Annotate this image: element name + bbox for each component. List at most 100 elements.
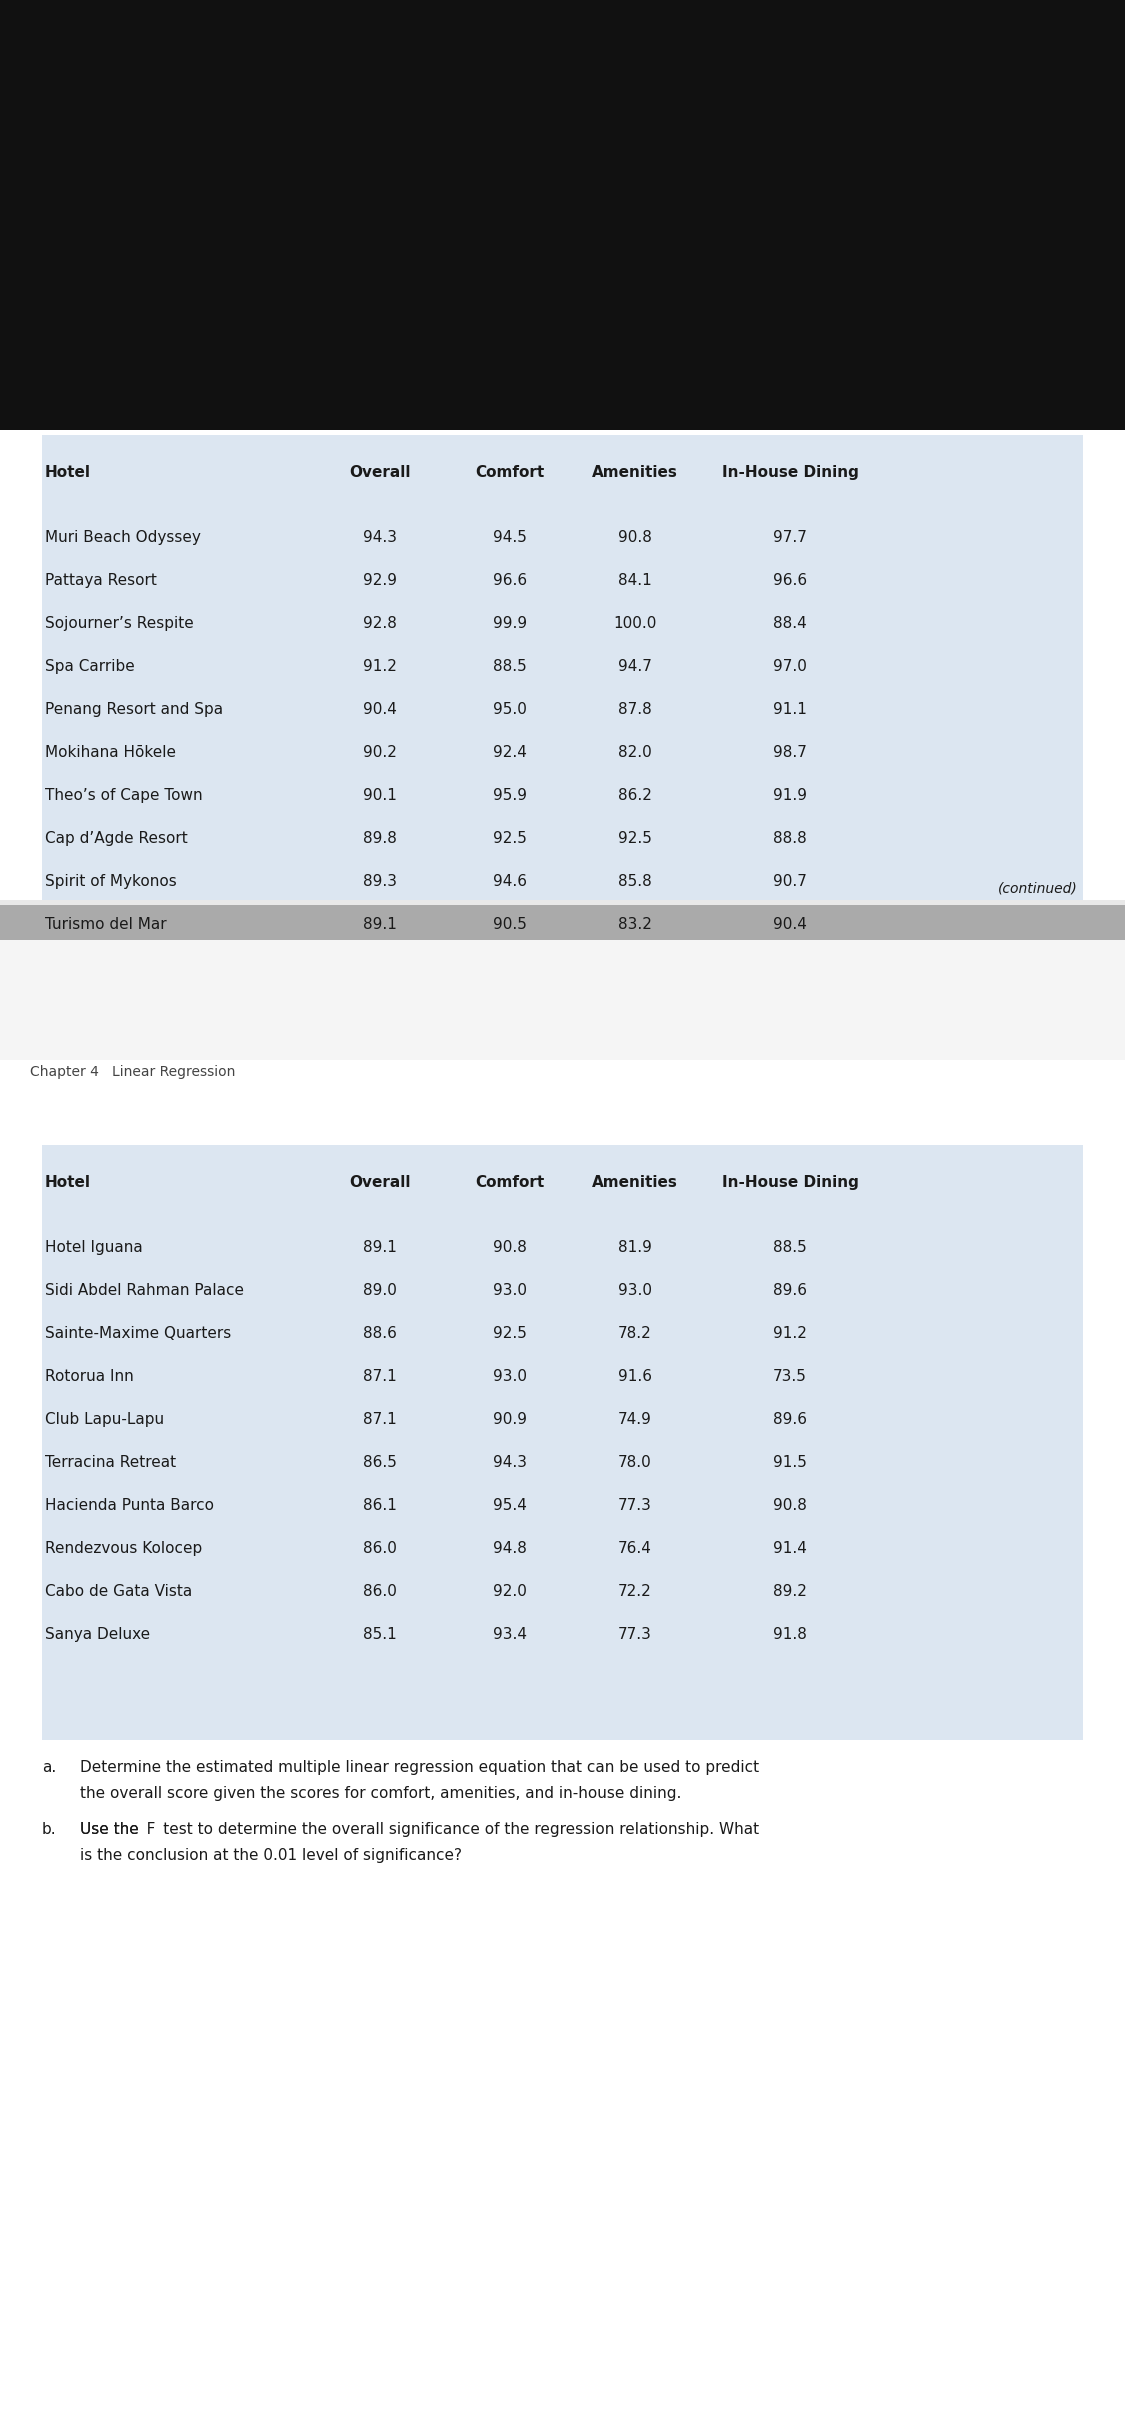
Text: Penang Resort and Spa: Penang Resort and Spa	[45, 702, 223, 716]
Text: 89.1: 89.1	[363, 916, 397, 933]
Text: 99.9: 99.9	[493, 616, 526, 631]
Text: Use the: Use the	[80, 1822, 144, 1837]
Text: 90.4: 90.4	[773, 916, 807, 933]
Text: is the conclusion at the 0.01 level of significance?: is the conclusion at the 0.01 level of s…	[80, 1849, 462, 1864]
Text: Overall: Overall	[349, 1174, 411, 1191]
Text: Muri Beach Odyssey: Muri Beach Odyssey	[45, 531, 201, 546]
Text: 88.5: 88.5	[493, 660, 526, 675]
Text: 95.0: 95.0	[493, 702, 526, 716]
Text: 90.8: 90.8	[773, 1498, 807, 1513]
Text: Spirit of Mykonos: Spirit of Mykonos	[45, 875, 177, 889]
Text: 92.9: 92.9	[363, 572, 397, 587]
Text: 73.5: 73.5	[773, 1369, 807, 1384]
Text: 82.0: 82.0	[618, 745, 651, 760]
Text: 97.0: 97.0	[773, 660, 807, 675]
Text: Comfort: Comfort	[476, 1174, 544, 1191]
Text: 85.1: 85.1	[363, 1627, 397, 1642]
Text: Rotorua Inn: Rotorua Inn	[45, 1369, 134, 1384]
Bar	[0, 906, 1125, 940]
Text: 87.1: 87.1	[363, 1413, 397, 1427]
Text: 89.2: 89.2	[773, 1583, 807, 1598]
Text: 91.8: 91.8	[773, 1627, 807, 1642]
Text: 90.8: 90.8	[618, 531, 652, 546]
Text: 86.5: 86.5	[363, 1454, 397, 1469]
Text: 78.2: 78.2	[618, 1325, 651, 1340]
Text: 72.2: 72.2	[618, 1583, 651, 1598]
Text: 87.8: 87.8	[618, 702, 651, 716]
Text: 85.8: 85.8	[618, 875, 651, 889]
Text: Theo’s of Cape Town: Theo’s of Cape Town	[45, 787, 202, 804]
Text: 93.0: 93.0	[493, 1284, 526, 1298]
Text: Use the  F  test to determine the overall significance of the regression relatio: Use the F test to determine the overall …	[80, 1822, 759, 1837]
Text: Chapter 4   Linear Regression: Chapter 4 Linear Regression	[30, 1065, 235, 1079]
Bar	[0, 899, 1125, 906]
Text: 88.5: 88.5	[773, 1240, 807, 1255]
Text: 90.9: 90.9	[493, 1413, 526, 1427]
Text: Cabo de Gata Vista: Cabo de Gata Vista	[45, 1583, 192, 1598]
Text: 88.8: 88.8	[773, 831, 807, 845]
Text: 92.4: 92.4	[493, 745, 526, 760]
Text: 94.8: 94.8	[493, 1542, 526, 1557]
Text: Hacienda Punta Barco: Hacienda Punta Barco	[45, 1498, 214, 1513]
Text: Pattaya Resort: Pattaya Resort	[45, 572, 156, 587]
Text: 92.5: 92.5	[618, 831, 652, 845]
Text: 94.5: 94.5	[493, 531, 526, 546]
Text: Overall: Overall	[349, 465, 411, 480]
Text: Sainte-Maxime Quarters: Sainte-Maxime Quarters	[45, 1325, 232, 1340]
Text: 90.2: 90.2	[363, 745, 397, 760]
Text: 94.7: 94.7	[618, 660, 652, 675]
Text: 77.3: 77.3	[618, 1498, 652, 1513]
Text: 92.5: 92.5	[493, 1325, 526, 1340]
Bar	[0, 0, 1125, 431]
Text: 86.1: 86.1	[363, 1498, 397, 1513]
Text: Sanya Deluxe: Sanya Deluxe	[45, 1627, 150, 1642]
Text: 86.2: 86.2	[618, 787, 652, 804]
Text: Determine the estimated multiple linear regression equation that can be used to : Determine the estimated multiple linear …	[80, 1759, 759, 1776]
Text: 87.1: 87.1	[363, 1369, 397, 1384]
Text: Spa Carribe: Spa Carribe	[45, 660, 135, 675]
Text: a.: a.	[42, 1759, 56, 1776]
Text: Amenities: Amenities	[592, 1174, 678, 1191]
Text: 96.6: 96.6	[493, 572, 526, 587]
Text: 83.2: 83.2	[618, 916, 652, 933]
Text: 97.7: 97.7	[773, 531, 807, 546]
Text: 86.0: 86.0	[363, 1542, 397, 1557]
Text: Turismo del Mar: Turismo del Mar	[45, 916, 166, 933]
Text: 89.0: 89.0	[363, 1284, 397, 1298]
Text: the overall score given the scores for comfort, amenities, and in-house dining.: the overall score given the scores for c…	[80, 1786, 682, 1800]
Text: 89.6: 89.6	[773, 1284, 807, 1298]
Text: 91.9: 91.9	[773, 787, 807, 804]
Text: 93.0: 93.0	[493, 1369, 526, 1384]
Text: 94.3: 94.3	[493, 1454, 526, 1469]
Text: 84.1: 84.1	[618, 572, 651, 587]
Text: 77.3: 77.3	[618, 1627, 652, 1642]
Text: Mokihana Hōkele: Mokihana Hōkele	[45, 745, 176, 760]
Text: 96.6: 96.6	[773, 572, 807, 587]
Bar	[42, 436, 1083, 899]
Text: 91.2: 91.2	[363, 660, 397, 675]
Text: In-House Dining: In-House Dining	[721, 465, 858, 480]
Text: Hotel Iguana: Hotel Iguana	[45, 1240, 143, 1255]
Text: 94.3: 94.3	[363, 531, 397, 546]
Text: 88.6: 88.6	[363, 1325, 397, 1340]
Text: (continued): (continued)	[998, 882, 1078, 896]
Text: 93.4: 93.4	[493, 1627, 526, 1642]
Text: 91.5: 91.5	[773, 1454, 807, 1469]
Text: Sidi Abdel Rahman Palace: Sidi Abdel Rahman Palace	[45, 1284, 244, 1298]
Text: 78.0: 78.0	[618, 1454, 651, 1469]
Text: 92.5: 92.5	[493, 831, 526, 845]
Text: 100.0: 100.0	[613, 616, 657, 631]
Text: 89.6: 89.6	[773, 1413, 807, 1427]
Bar	[0, 431, 1125, 2436]
Text: Terracina Retreat: Terracina Retreat	[45, 1454, 177, 1469]
Text: 93.0: 93.0	[618, 1284, 652, 1298]
Text: Hotel: Hotel	[45, 1174, 91, 1191]
Text: 89.3: 89.3	[363, 875, 397, 889]
Text: Hotel: Hotel	[45, 465, 91, 480]
Text: 88.4: 88.4	[773, 616, 807, 631]
Text: 95.4: 95.4	[493, 1498, 526, 1513]
Text: 92.8: 92.8	[363, 616, 397, 631]
Text: b.: b.	[42, 1822, 56, 1837]
Text: Club Lapu-Lapu: Club Lapu-Lapu	[45, 1413, 164, 1427]
Text: 90.8: 90.8	[493, 1240, 526, 1255]
